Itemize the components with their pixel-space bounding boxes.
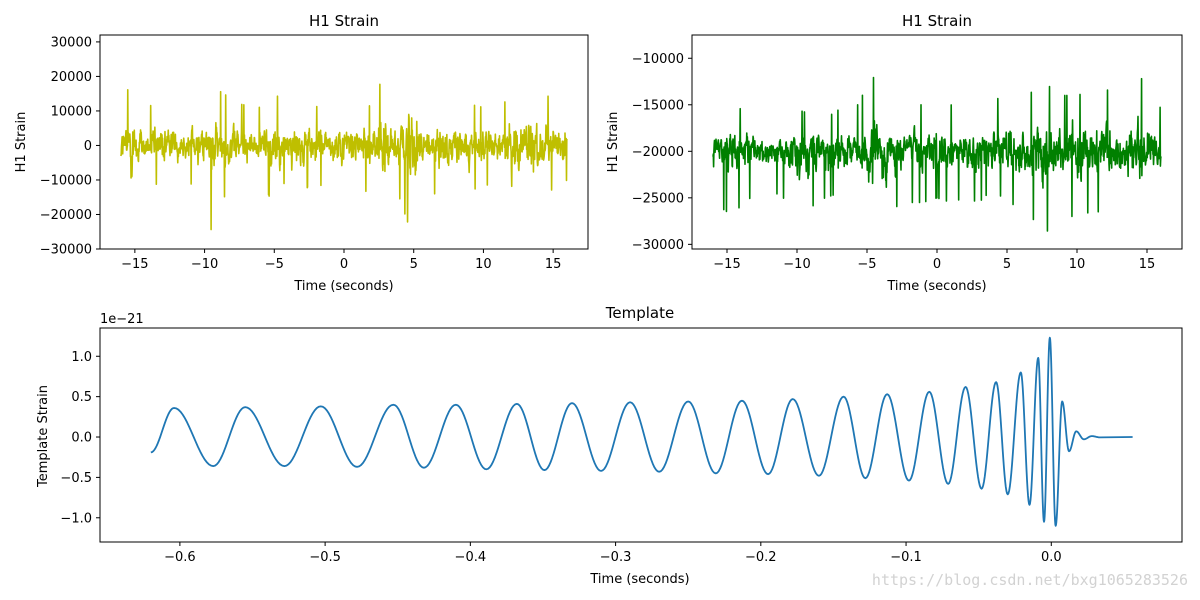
y-tick-label: 30000: [51, 35, 92, 50]
x-axis-label: Time (seconds): [886, 279, 986, 294]
x-tick-label: 15: [1139, 257, 1156, 272]
y-tick-label: −1.0: [60, 511, 92, 526]
watermark-text: https://blog.csdn.net/bxg1065283526: [872, 571, 1188, 589]
y-tick-label: 20000: [51, 70, 92, 85]
y-tick-label: −10000: [632, 52, 684, 67]
y-tick-label: −10000: [40, 173, 92, 188]
x-axis-label: Time (seconds): [293, 279, 393, 294]
chart-title: H1 Strain: [309, 12, 379, 30]
x-tick-label: 5: [1003, 257, 1011, 272]
plot-area: [99, 34, 589, 250]
y-tick-label: −20000: [40, 208, 92, 223]
x-axis-label: Time (seconds): [589, 572, 689, 587]
series-line: [120, 83, 568, 231]
x-tick-label: −15: [713, 257, 740, 272]
chart-h1-strain-raw: H1 Strain Time (seconds) H1 Strain −15 −1…: [606, 12, 1183, 294]
x-tick-label: −10: [191, 257, 218, 272]
y-tick-label: −30000: [40, 243, 92, 258]
x-tick-label: 10: [475, 257, 492, 272]
x-tick-label: −0.3: [600, 550, 632, 565]
chart-h1-strain-filtered: H1 Strain Time (seconds) H1 Strain −15 −1…: [14, 12, 589, 294]
chart-title: H1 Strain: [902, 12, 972, 30]
x-tick-label: −0.6: [164, 550, 196, 565]
series-line: [150, 336, 1133, 527]
y-tick-label: −25000: [632, 191, 684, 206]
y-tick-label: −20000: [632, 145, 684, 160]
plot-area: [691, 34, 1183, 250]
x-tick-label: −5: [857, 257, 876, 272]
x-tick-label: 0: [340, 257, 348, 272]
x-tick-label: −15: [121, 257, 148, 272]
x-tick-label: 5: [410, 257, 418, 272]
x-tick-label: 15: [545, 257, 562, 272]
y-tick-label: 0.0: [71, 431, 92, 446]
x-tick-label: −0.2: [745, 550, 777, 565]
series-line: [712, 76, 1162, 232]
y-axis-label: H1 Strain: [14, 112, 29, 173]
y-tick-label: 0.5: [71, 390, 92, 405]
y-tick-label: 0: [84, 139, 92, 154]
x-tick-label: −5: [265, 257, 284, 272]
y-axis-offset-label: 1e−21: [100, 312, 144, 327]
x-tick-label: 0: [933, 257, 941, 272]
y-tick-label: 1.0: [71, 350, 92, 365]
y-tick-label: 10000: [51, 104, 92, 119]
x-tick-label: −0.4: [455, 550, 487, 565]
y-tick-label: −15000: [632, 98, 684, 113]
chart-template: Template Time (seconds) Template Strain …: [36, 304, 1183, 587]
y-tick-label: −30000: [632, 238, 684, 253]
y-axis-label: H1 Strain: [606, 112, 621, 173]
y-axis-label: Template Strain: [36, 385, 51, 488]
plot-area: [99, 327, 1183, 543]
y-tick-label: −0.5: [60, 471, 92, 486]
x-tick-label: 10: [1069, 257, 1086, 272]
x-tick-label: 0.0: [1041, 550, 1062, 565]
x-tick-label: −0.5: [309, 550, 341, 565]
x-tick-label: −0.1: [890, 550, 922, 565]
x-tick-label: −10: [783, 257, 810, 272]
chart-title: Template: [605, 304, 674, 322]
